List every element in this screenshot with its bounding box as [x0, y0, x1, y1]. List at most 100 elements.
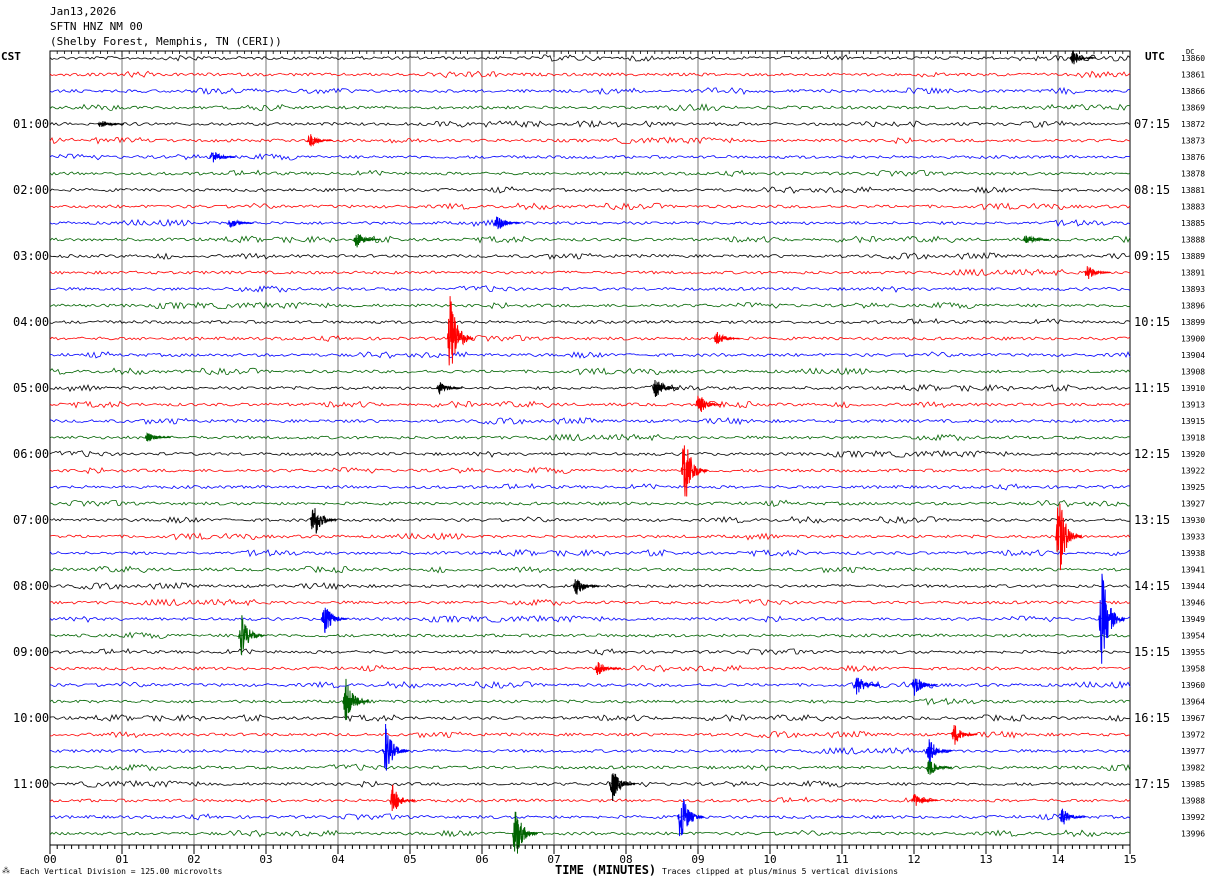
x-tick-label: 03 [259, 853, 272, 866]
dc-offset-label: 13944 [1181, 582, 1205, 591]
dc-offset-label: 13938 [1181, 549, 1205, 558]
event-waveform [677, 798, 704, 837]
seismic-traces [49, 54, 1131, 838]
dc-offset-label: 13967 [1181, 714, 1205, 723]
dc-offset-label: 13977 [1181, 747, 1205, 756]
dc-offset-label: 13918 [1181, 434, 1205, 443]
event-waveform [695, 395, 722, 413]
x-tick-label: 14 [1051, 853, 1065, 866]
event-waveform [1069, 50, 1097, 65]
station-code: SFTN HNZ NM 00 [50, 20, 143, 33]
event-waveform [911, 793, 938, 806]
cst-hour-label: 10:00 [13, 711, 49, 725]
dc-offset-label: 13910 [1181, 384, 1205, 393]
dc-offset-label: 13927 [1181, 500, 1205, 509]
x-tick-label: 10 [763, 853, 776, 866]
trace-line [49, 680, 1131, 689]
event-waveform [1058, 808, 1086, 825]
dc-offset-label: 13899 [1181, 318, 1205, 327]
trace-line [49, 713, 1131, 723]
dc-offset-label: 13878 [1181, 170, 1205, 179]
record-date: Jan13,2026 [50, 5, 117, 18]
dc-offset-label: 13922 [1181, 467, 1205, 476]
trace-line [49, 169, 1131, 177]
trace-line [49, 268, 1131, 277]
trace-line [49, 119, 1131, 129]
trace-line [49, 582, 1130, 591]
dc-offset-label: 13988 [1181, 797, 1205, 806]
dc-offset-label: 13964 [1181, 698, 1205, 707]
event-waveform [389, 784, 416, 812]
dc-offset-label: 13883 [1181, 203, 1205, 212]
utc-hour-label: 12:15 [1134, 447, 1170, 461]
trace-line [49, 417, 1131, 426]
utc-hour-label: 11:15 [1134, 381, 1170, 395]
event-waveform [320, 607, 348, 634]
cst-hour-label: 01:00 [13, 117, 49, 131]
event-waveform [853, 677, 880, 695]
dc-offset-label: 13958 [1181, 665, 1205, 674]
trace-line [49, 648, 1131, 656]
dc-offset-label: 13860 [1181, 54, 1205, 63]
clip-note: Traces clipped at plus/minus 5 vertical … [662, 867, 899, 876]
dc-header-label: DC [1186, 48, 1195, 56]
cst-hour-label: 08:00 [13, 579, 49, 593]
x-tick-label: 01 [115, 853, 128, 866]
trace-line [49, 449, 1131, 458]
event-waveform [652, 379, 679, 398]
cst-hour-label: 04:00 [13, 315, 49, 329]
trace-line [49, 598, 1131, 607]
plot-grid [49, 50, 1131, 846]
event-waveform [511, 811, 539, 854]
trace-line [49, 54, 1131, 62]
trace-line [49, 103, 1131, 112]
trace-line [49, 334, 1131, 342]
dc-offset-label: 13954 [1181, 632, 1205, 641]
utc-hour-label: 17:15 [1134, 777, 1170, 791]
dc-offset-label: 13955 [1181, 648, 1205, 657]
dc-offset-label: 13913 [1181, 401, 1205, 410]
x-tick-label: 08 [619, 853, 632, 866]
x-tick-label: 04 [331, 853, 345, 866]
trace-line [49, 614, 1131, 623]
event-waveform [353, 233, 380, 248]
dc-offset-label: 13960 [1181, 681, 1205, 690]
utc-hour-label: 15:15 [1134, 645, 1170, 659]
event-waveform [572, 579, 600, 595]
dc-offset-label: 13915 [1181, 417, 1205, 426]
cst-hour-label: 02:00 [13, 183, 49, 197]
event-waveform [342, 678, 370, 721]
trace-line [49, 515, 1131, 524]
event-waveform [1084, 266, 1111, 280]
event-waveform [306, 134, 333, 147]
trace-line [49, 548, 1131, 558]
x-tick-label: 13 [979, 853, 992, 866]
trace-line [50, 202, 1131, 211]
event-waveform [1055, 503, 1083, 571]
trace-line [49, 813, 1131, 821]
cst-hour-label: 11:00 [13, 777, 49, 791]
cst-hour-label: 03:00 [13, 249, 49, 263]
event-waveform [594, 661, 621, 676]
dc-offset-label: 13893 [1181, 285, 1205, 294]
cst-hour-label: 09:00 [13, 645, 49, 659]
utc-hour-label: 07:15 [1134, 117, 1170, 131]
dc-offset-label: 13876 [1181, 153, 1205, 162]
trace-line [49, 252, 1131, 260]
dc-offset-label: 13992 [1181, 813, 1205, 822]
dc-offset-label: 13888 [1181, 236, 1205, 245]
event-waveform [493, 216, 521, 230]
trace-line [49, 367, 1131, 376]
left-zone-label: CST [1, 50, 21, 63]
event-waveform [309, 508, 337, 534]
dc-offset-label: 13885 [1181, 219, 1205, 228]
trace-line [49, 532, 1131, 541]
dc-offset-label: 13872 [1181, 120, 1205, 129]
utc-hour-label: 10:15 [1134, 315, 1170, 329]
utc-hour-label: 08:15 [1134, 183, 1170, 197]
trace-line [49, 466, 1131, 475]
x-tick-label: 00 [43, 853, 56, 866]
cst-hour-label: 06:00 [13, 447, 49, 461]
dc-offset-label: 13972 [1181, 731, 1205, 740]
utc-hour-label: 14:15 [1134, 579, 1170, 593]
